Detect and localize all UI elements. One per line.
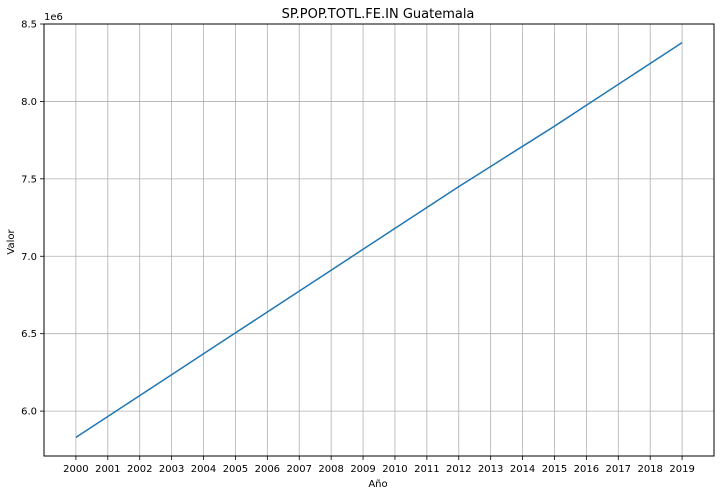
x-tick-label: 2008 <box>318 464 343 475</box>
x-tick-label: 2001 <box>95 464 120 475</box>
y-tick-label: 7.0 <box>21 252 37 263</box>
x-tick-label: 2005 <box>223 464 248 475</box>
x-tick-label: 2004 <box>191 464 216 475</box>
y-tick-label: 6.0 <box>21 407 37 418</box>
x-tick-label: 2019 <box>669 464 694 475</box>
x-tick-label: 2007 <box>287 464 312 475</box>
x-tick-label: 2011 <box>414 464 439 475</box>
x-tick-label: 2017 <box>606 464 631 475</box>
x-tick-label: 2016 <box>574 464 599 475</box>
x-tick-label: 2010 <box>382 464 407 475</box>
x-tick-label: 2002 <box>127 464 152 475</box>
x-tick-label: 2012 <box>446 464 471 475</box>
x-tick-label: 2003 <box>159 464 184 475</box>
y-tick-label: 8.5 <box>21 20 37 31</box>
x-axis-label: Año <box>368 479 387 490</box>
x-tick-label: 2000 <box>63 464 88 475</box>
series-line <box>75 41 683 439</box>
y-offset-label: 1e6 <box>44 12 63 23</box>
x-axis: 2000 2001 2002 2003 2004 2005 2006 2007 2008 2009… <box>63 456 695 475</box>
x-tick-label: 2009 <box>350 464 375 475</box>
y-axis-label: Valor <box>6 229 17 255</box>
y-tick-label: 6.5 <box>21 329 37 340</box>
x-tick-label: 2018 <box>637 464 662 475</box>
chart-title: SP.POP.TOTL.FE.IN Guatemala <box>282 7 475 22</box>
axes-frame <box>43 23 715 457</box>
y-tick-label: 7.5 <box>21 174 37 185</box>
x-tick-label: 2013 <box>478 464 503 475</box>
x-tick-label: 2015 <box>542 464 567 475</box>
x-tick-label: 2014 <box>510 464 535 475</box>
plot-area <box>75 41 683 439</box>
y-axis: 6.0 6.5 7.0 7.5 8.0 8.5 <box>21 20 44 418</box>
y-tick-label: 8.0 <box>21 97 37 108</box>
x-tick-label: 2006 <box>255 464 280 475</box>
